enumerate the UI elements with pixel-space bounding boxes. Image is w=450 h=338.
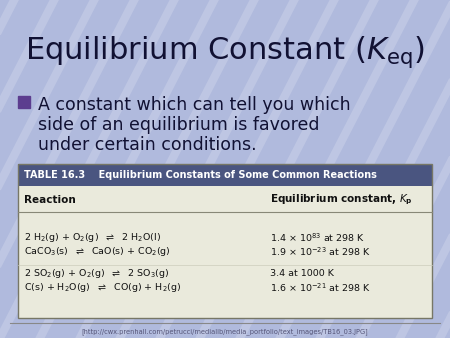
Text: TABLE 16.3    Equilibrium Constants of Some Common Reactions: TABLE 16.3 Equilibrium Constants of Some… (24, 170, 377, 180)
Bar (18, 96, 30, 108)
Bar (18, 164, 432, 318)
Text: Equilibrium constant, $K_{\mathregular{p}}$: Equilibrium constant, $K_{\mathregular{p… (270, 193, 413, 207)
Text: Equilibrium Constant ($K_{\mathregular{eq}}$): Equilibrium Constant ($K_{\mathregular{e… (25, 34, 425, 70)
Text: side of an equilibrium is favored: side of an equilibrium is favored (38, 116, 320, 134)
Bar (18, 186, 432, 318)
Text: 1.9 $\times$ 10$^{\mathregular{-23}}$ at 298 K: 1.9 $\times$ 10$^{\mathregular{-23}}$ at… (270, 246, 370, 258)
Text: C(s) + H$_{\mathregular{2}}$O(g)  $\rightleftharpoons$  CO(g) + H$_{\mathregular: C(s) + H$_{\mathregular{2}}$O(g) $\right… (24, 282, 181, 294)
Text: 1.4 $\times$ 10$^{\mathregular{83}}$ at 298 K: 1.4 $\times$ 10$^{\mathregular{83}}$ at … (270, 232, 365, 244)
Text: under certain conditions.: under certain conditions. (38, 136, 256, 154)
Text: A constant which can tell you which: A constant which can tell you which (38, 96, 351, 114)
Text: 1.6 $\times$ 10$^{\mathregular{-21}}$ at 298 K: 1.6 $\times$ 10$^{\mathregular{-21}}$ at… (270, 282, 370, 294)
Text: Reaction: Reaction (24, 195, 76, 205)
Bar (18, 164, 432, 186)
Text: 2 H$_{\mathregular{2}}$(g) + O$_{\mathregular{2}}$(g)  $\rightleftharpoons$  2 H: 2 H$_{\mathregular{2}}$(g) + O$_{\mathre… (24, 232, 161, 244)
Text: 2 SO$_{\mathregular{2}}$(g) + O$_{\mathregular{2}}$(g)  $\rightleftharpoons$  2 : 2 SO$_{\mathregular{2}}$(g) + O$_{\mathr… (24, 267, 170, 281)
Text: [http://cwx.prenhall.com/petrucci/medialib/media_portfolio/text_images/TB16_03.J: [http://cwx.prenhall.com/petrucci/medial… (81, 329, 369, 335)
Text: 3.4 at 1000 K: 3.4 at 1000 K (270, 269, 334, 279)
Text: CaCO$_{\mathregular{3}}$(s)  $\rightleftharpoons$  CaO(s) + CO$_{\mathregular{2}: CaCO$_{\mathregular{3}}$(s) $\rightlefth… (24, 245, 171, 259)
